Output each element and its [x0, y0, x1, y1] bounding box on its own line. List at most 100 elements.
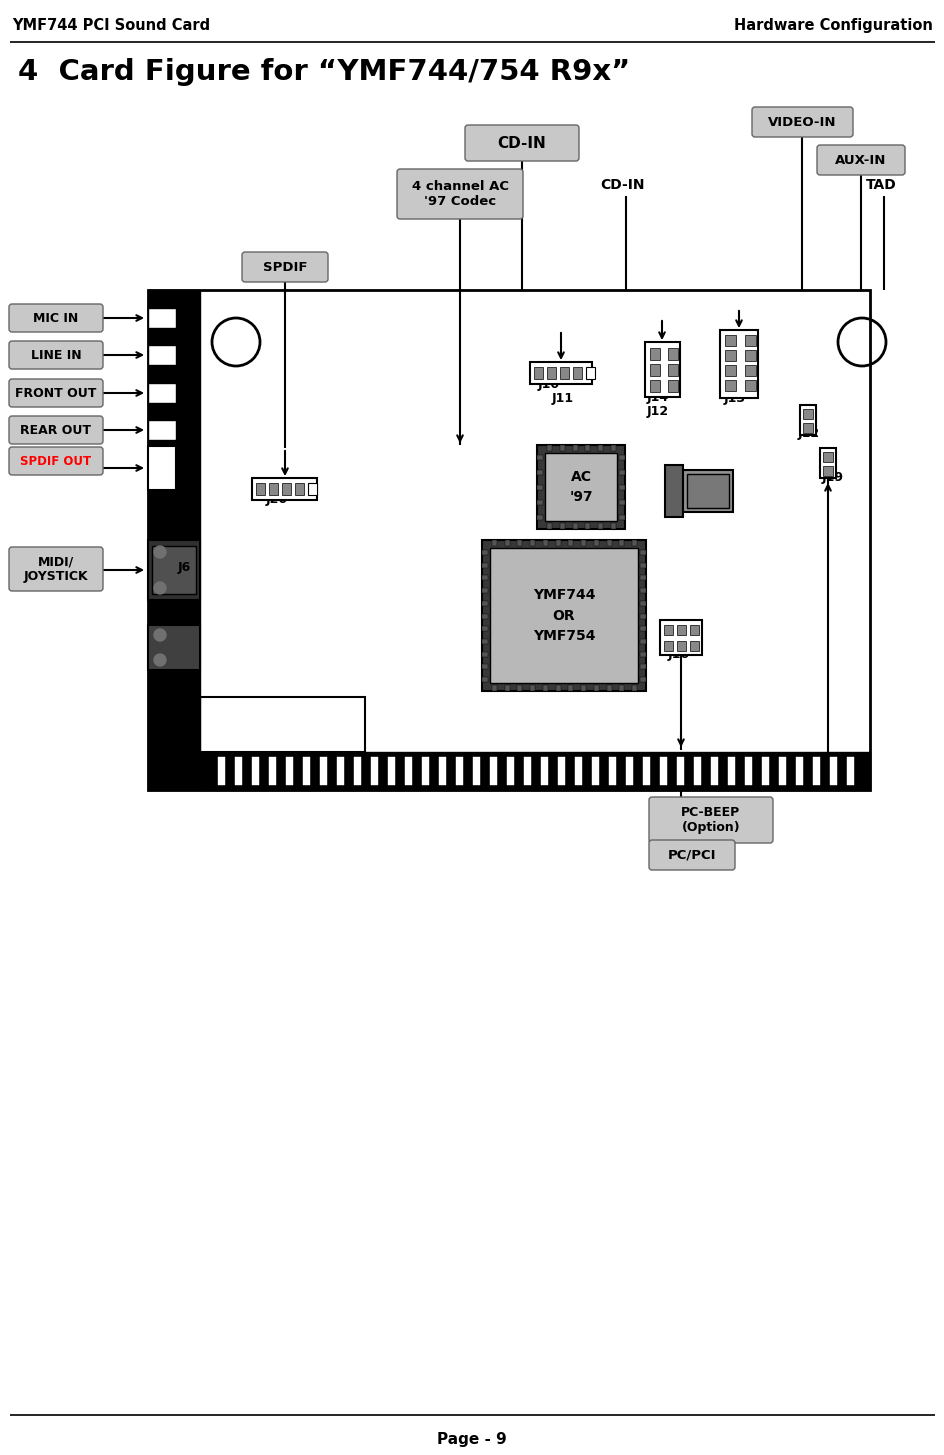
Bar [625, 757, 632, 786]
Text: YMF744
OR
YMF754: YMF744 OR YMF754 [532, 588, 595, 643]
Bar [555, 540, 560, 546]
Bar [507, 757, 514, 786]
Bar [422, 757, 429, 786]
Bar [517, 685, 522, 691]
Bar [504, 685, 509, 691]
Bar [659, 757, 666, 786]
Text: Hardware Configuration: Hardware Configuration [733, 17, 932, 33]
Bar [517, 540, 522, 546]
Bar [555, 685, 560, 691]
Bar [269, 757, 276, 786]
Text: Page - 9: Page - 9 [437, 1432, 506, 1448]
Bar [295, 483, 304, 495]
Bar [724, 335, 735, 346]
Bar [581, 685, 585, 691]
Bar [676, 642, 685, 650]
Bar [574, 757, 582, 786]
Bar [676, 757, 683, 786]
FancyBboxPatch shape [9, 547, 103, 591]
Bar [530, 362, 591, 384]
Text: J14: J14 [647, 391, 668, 404]
Bar [481, 652, 487, 656]
Text: J20: J20 [265, 493, 288, 506]
Bar [632, 540, 636, 546]
Bar [481, 588, 487, 594]
Bar [536, 485, 543, 490]
Bar [606, 540, 611, 546]
Text: PC/PCI: PC/PCI [667, 848, 716, 861]
FancyBboxPatch shape [649, 797, 772, 842]
Bar [593, 685, 598, 691]
Bar [598, 522, 602, 530]
Text: J4: J4 [177, 420, 192, 434]
Bar [481, 575, 487, 581]
Bar [490, 757, 497, 786]
Circle shape [154, 653, 166, 666]
Bar [683, 470, 733, 512]
Bar [649, 364, 659, 375]
Bar [689, 626, 699, 634]
Bar [148, 626, 200, 669]
Bar [710, 757, 717, 786]
Bar [639, 652, 646, 656]
Text: FRONT OUT: FRONT OUT [15, 387, 96, 400]
Bar [536, 470, 543, 474]
Bar [618, 455, 624, 460]
Bar [581, 540, 585, 546]
Bar [504, 540, 509, 546]
Bar [439, 757, 446, 786]
Bar [618, 470, 624, 474]
FancyBboxPatch shape [751, 108, 852, 137]
Bar [536, 501, 543, 505]
Bar [693, 757, 700, 786]
Bar [642, 757, 649, 786]
Bar [481, 563, 487, 567]
Bar [337, 757, 344, 786]
Bar [724, 380, 735, 391]
Text: AC
'97: AC '97 [568, 470, 592, 505]
Bar [148, 308, 176, 327]
Bar [819, 448, 835, 479]
Bar [593, 540, 598, 546]
Text: J11: J11 [551, 391, 574, 404]
Bar [667, 380, 677, 391]
Text: J13: J13 [723, 391, 745, 404]
Bar [800, 404, 815, 435]
Text: SPDIF OUT: SPDIF OUT [21, 454, 92, 467]
Bar [388, 757, 395, 786]
Bar [598, 445, 602, 451]
Bar [557, 757, 565, 786]
Bar [286, 757, 293, 786]
Bar [778, 757, 785, 786]
Bar [724, 365, 735, 375]
Bar [639, 588, 646, 594]
Bar [148, 447, 176, 490]
Bar [632, 685, 636, 691]
Bar [148, 290, 869, 790]
Bar [584, 522, 590, 530]
FancyBboxPatch shape [9, 447, 103, 474]
Bar [148, 290, 200, 790]
Bar [611, 445, 615, 451]
Text: J3: J3 [177, 384, 191, 397]
Bar [572, 522, 577, 530]
Bar [481, 601, 487, 605]
Bar [536, 445, 624, 530]
Bar [744, 335, 755, 346]
Bar [761, 757, 768, 786]
Bar [152, 546, 195, 594]
Text: SPDIF: SPDIF [262, 260, 307, 274]
Bar [567, 540, 573, 546]
Bar [645, 342, 680, 397]
Circle shape [154, 546, 166, 559]
Text: J12: J12 [797, 426, 819, 439]
Bar [200, 697, 364, 752]
Bar [639, 665, 646, 669]
Bar [744, 365, 755, 375]
Bar [281, 483, 291, 495]
Bar [303, 757, 310, 786]
Bar [802, 409, 812, 419]
Bar [523, 757, 531, 786]
Bar [584, 445, 590, 451]
FancyBboxPatch shape [9, 340, 103, 370]
